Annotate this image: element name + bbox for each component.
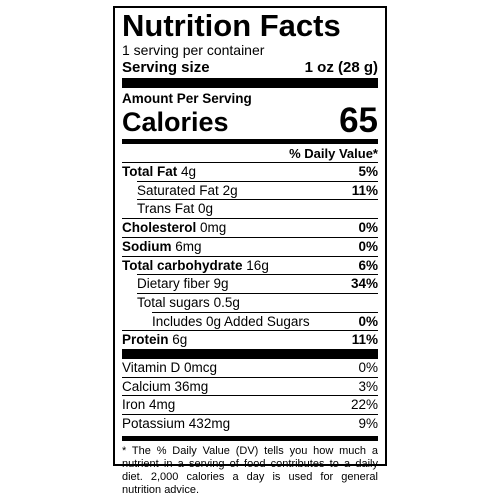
divider bbox=[122, 349, 378, 360]
nutrient-label: Total sugars bbox=[137, 294, 210, 310]
title: Nutrition Facts bbox=[122, 8, 341, 43]
nutrient-amount: 4mg bbox=[149, 397, 176, 413]
calories-label: Calories bbox=[122, 107, 229, 137]
nutrient-name: Total Fat 4g bbox=[122, 163, 196, 181]
nutrient-name: Protein 6g bbox=[122, 331, 187, 349]
nutrient-amount: 2g bbox=[222, 182, 238, 198]
nutrients: Total Fat 4g 5% Saturated Fat 2g 11% Trans F… bbox=[122, 162, 378, 349]
nutrient-dv: 0% bbox=[358, 360, 378, 376]
nutrient-label: Total carbohydrate bbox=[122, 257, 243, 273]
vitamins: Vitamin D 0mcg 0% Calcium 36mg 3% Iron 4mg 22… bbox=[122, 359, 378, 433]
serving-size-label: Serving size bbox=[122, 59, 210, 76]
nutrient-row: Protein 6g 11% bbox=[122, 330, 378, 349]
nutrient-row: Total sugars 0.5g bbox=[137, 292, 378, 312]
serving-size-value: 1 oz (28 g) bbox=[304, 59, 378, 76]
servings: 1 serving per container bbox=[122, 42, 265, 58]
nutrient-row: Iron 4mg 22% bbox=[122, 395, 378, 414]
nutrient-amount: 16g bbox=[246, 257, 269, 273]
nutrient-row: Calcium 36mg 3% bbox=[122, 376, 378, 396]
nutrient-name: Calcium 36mg bbox=[122, 378, 208, 396]
nutrient-dv: 3% bbox=[358, 378, 378, 394]
nutrient-name: Total carbohydrate 16g bbox=[122, 257, 269, 275]
nutrient-dv: 0% bbox=[358, 238, 378, 254]
nutrient-amount: 432mg bbox=[188, 416, 231, 432]
nutrient-amount: 6g bbox=[172, 332, 188, 348]
nutrient-label: Trans Fat bbox=[137, 201, 195, 217]
nutrient-label: Iron bbox=[122, 397, 146, 413]
nutrient-label: Potassium bbox=[122, 416, 186, 432]
nutrient-amount: 0g bbox=[198, 201, 214, 217]
nutrient-label: Sodium bbox=[122, 238, 172, 254]
nutrient-label: Saturated Fat bbox=[137, 182, 219, 198]
nutrient-label: Dietary fiber bbox=[137, 276, 210, 292]
nutrient-name: Potassium 432mg bbox=[122, 415, 230, 433]
nutrient-dv: 0% bbox=[358, 313, 378, 329]
amount-per-serving: Amount Per Serving bbox=[122, 91, 252, 106]
nutrient-row: Dietary fiber 9g 34% bbox=[137, 274, 378, 293]
nutrient-dv: 34% bbox=[350, 276, 378, 292]
nutrient-dv: 5% bbox=[358, 164, 378, 179]
nutrient-label: Vitamin D bbox=[122, 360, 181, 376]
nutrient-label: Protein bbox=[122, 332, 169, 348]
calories: Calories 65 bbox=[122, 101, 378, 140]
nutrient-label: Total Fat bbox=[122, 164, 178, 179]
nutrient-name: Sodium 6mg bbox=[122, 238, 202, 256]
nutrient-amount: 0.5g bbox=[213, 294, 240, 310]
nutrient-dv: 6% bbox=[358, 257, 378, 273]
nutrient-dv: 22% bbox=[350, 397, 378, 413]
nutrient-row: Trans Fat 0g bbox=[137, 199, 378, 218]
nutrient-amount: 0mg bbox=[200, 220, 227, 236]
nutrient-row: Total carbohydrate 16g 6% bbox=[122, 255, 378, 275]
nutrient-row: Vitamin D 0mcg 0% bbox=[122, 359, 378, 377]
nutrient-name: Cholesterol 0mg bbox=[122, 219, 226, 237]
nutrient-name: Iron 4mg bbox=[122, 396, 175, 414]
nutrient-dv: 11% bbox=[351, 332, 378, 348]
nutrient-label: Calcium bbox=[122, 378, 171, 394]
nutrient-amount: 36mg bbox=[174, 378, 209, 394]
calories-value: 65 bbox=[339, 101, 378, 140]
nutrient-row: Total Fat 4g 5% bbox=[122, 162, 378, 181]
nutrient-row: Includes 0g Added Sugars 0% bbox=[152, 311, 378, 331]
nutrient-row: Cholesterol 0mg 0% bbox=[122, 218, 378, 237]
divider bbox=[122, 78, 378, 88]
nutrient-amount: 9g bbox=[213, 276, 229, 292]
nutrient-name: Dietary fiber 9g bbox=[137, 275, 229, 293]
nutrient-name: Saturated Fat 2g bbox=[137, 182, 238, 200]
nutrient-dv: 11% bbox=[351, 182, 378, 198]
nutrient-row: Sodium 6mg 0% bbox=[122, 236, 378, 256]
nutrient-row: Saturated Fat 2g 11% bbox=[137, 180, 378, 200]
nutrient-dv: 0% bbox=[358, 220, 378, 236]
serving-size: Serving size 1 oz (28 g) bbox=[122, 59, 378, 76]
nutrient-name: Vitamin D 0mcg bbox=[122, 359, 217, 377]
nutrient-amount: 6mg bbox=[175, 238, 202, 254]
nutrient-row: Potassium 432mg 9% bbox=[122, 414, 378, 433]
footnote: * The % Daily Value (DV) tells you how m… bbox=[122, 435, 378, 497]
nutrient-amount: 4g bbox=[181, 164, 197, 179]
nutrient-name: Total sugars 0.5g bbox=[137, 294, 240, 312]
dv-header: % Daily Value* bbox=[289, 146, 378, 161]
nutrient-name: Includes 0g Added Sugars bbox=[152, 313, 310, 331]
nutrient-amount: 0mcg bbox=[184, 360, 218, 376]
nutrient-label: Cholesterol bbox=[122, 220, 197, 236]
divider bbox=[122, 139, 378, 144]
nutrient-name: Trans Fat 0g bbox=[137, 200, 213, 218]
nutrition-label: Nutrition Facts 1 serving per container … bbox=[113, 6, 387, 496]
nutrient-dv: 9% bbox=[358, 416, 378, 432]
nutrient-label: Includes 0g Added Sugars bbox=[152, 313, 310, 329]
